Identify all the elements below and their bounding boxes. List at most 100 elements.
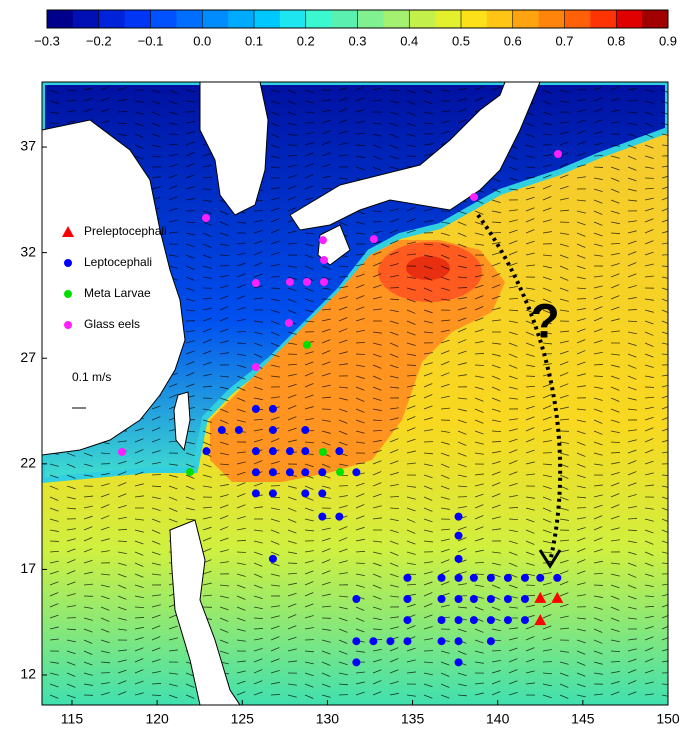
circle-marker [303, 278, 311, 286]
colorbar-tick-label: 0.7 [555, 33, 573, 48]
vector [152, 683, 161, 684]
circle-marker [438, 595, 446, 603]
circle-marker [269, 405, 277, 413]
colorbar-bin [590, 10, 616, 28]
circle-marker [470, 193, 478, 201]
vector [271, 485, 280, 486]
circle-marker [487, 616, 495, 624]
vector [594, 167, 603, 168]
circle-marker [186, 468, 194, 476]
x-tick-label: 130 [316, 711, 340, 727]
circle-marker [352, 595, 360, 603]
vector [271, 694, 280, 695]
circle-marker [301, 468, 309, 476]
colorbar-bin [461, 10, 487, 28]
circle-marker [386, 637, 394, 645]
circle-marker [301, 489, 309, 497]
colorbar-tick-label: 0.5 [452, 33, 470, 48]
colorbar-bin [487, 10, 513, 28]
circle-marker [455, 658, 463, 666]
vector [390, 496, 399, 497]
colorbar-tick-label: −0.2 [86, 33, 112, 48]
colorbar-bin [616, 10, 642, 28]
circle-marker [438, 637, 446, 645]
circle-marker [319, 448, 327, 456]
vector [152, 474, 161, 475]
circle-marker [455, 616, 463, 624]
circle-marker [455, 513, 463, 521]
circle-marker [301, 426, 309, 434]
circle-marker [403, 637, 411, 645]
colorbar-tick-label: 0.2 [297, 33, 315, 48]
circle-marker [336, 468, 344, 476]
vector [475, 365, 484, 366]
vector [628, 518, 637, 519]
colorbar-bin [565, 10, 591, 28]
legend-label: Glass eels [84, 317, 140, 331]
x-tick-label: 115 [61, 711, 84, 727]
circle-marker [286, 278, 294, 286]
circle-marker [64, 290, 72, 298]
circle-marker [487, 595, 495, 603]
circle-marker [455, 532, 463, 540]
colorbar-bin [642, 10, 668, 28]
circle-marker [64, 259, 72, 267]
colorbar-bin [202, 10, 228, 28]
colorbar-tick-label: 0.0 [193, 33, 211, 48]
circle-marker [521, 616, 529, 624]
circle-marker [369, 637, 377, 645]
vector [611, 452, 620, 453]
circle-marker [318, 513, 326, 521]
circle-marker [487, 574, 495, 582]
vector [628, 309, 637, 310]
circle-marker [470, 574, 478, 582]
circle-marker [455, 595, 463, 603]
circle-marker [286, 447, 294, 455]
colorbar-tick-label: −0.3 [34, 33, 60, 48]
legend-label: Meta Larvae [84, 286, 151, 300]
circle-marker [301, 447, 309, 455]
circle-marker [218, 426, 226, 434]
circle-marker [455, 637, 463, 645]
circle-marker [303, 341, 311, 349]
circle-marker [504, 616, 512, 624]
colorbar-bin [176, 10, 202, 28]
scale-label: 0.1 m/s [72, 370, 111, 384]
colorbar-bin [539, 10, 565, 28]
circle-marker [403, 574, 411, 582]
circle-marker [470, 595, 478, 603]
current-field [42, 82, 671, 705]
circle-marker [318, 489, 326, 497]
warm-core [406, 256, 450, 280]
colorbar-bin [73, 10, 99, 28]
colorbar-tick-label: 0.6 [504, 33, 522, 48]
colorbar-bin [47, 10, 73, 28]
colorbar-bin [358, 10, 384, 28]
vector [254, 628, 263, 629]
colorbar-tick-label: 0.8 [607, 33, 625, 48]
vector [237, 343, 246, 344]
circle-marker [252, 468, 260, 476]
colorbar-bin [332, 10, 358, 28]
colorbar-bin [280, 10, 306, 28]
circle-marker [269, 555, 277, 563]
y-tick-label: 32 [20, 243, 36, 259]
colorbar-tick-label: 0.3 [348, 33, 366, 48]
circle-marker [64, 321, 72, 329]
circle-marker [252, 447, 260, 455]
circle-marker [455, 555, 463, 563]
circle-marker [286, 468, 294, 476]
colorbar-bin [306, 10, 332, 28]
vector [135, 617, 144, 618]
circle-marker [269, 426, 277, 434]
circle-marker [269, 468, 277, 476]
colorbar-bin [99, 10, 125, 28]
x-tick-label: 140 [486, 711, 510, 727]
colorbar-tick-label: 0.4 [400, 33, 418, 48]
circle-marker [320, 256, 328, 264]
x-tick-label: 135 [401, 711, 425, 727]
circle-marker [487, 637, 495, 645]
circle-marker [118, 448, 126, 456]
